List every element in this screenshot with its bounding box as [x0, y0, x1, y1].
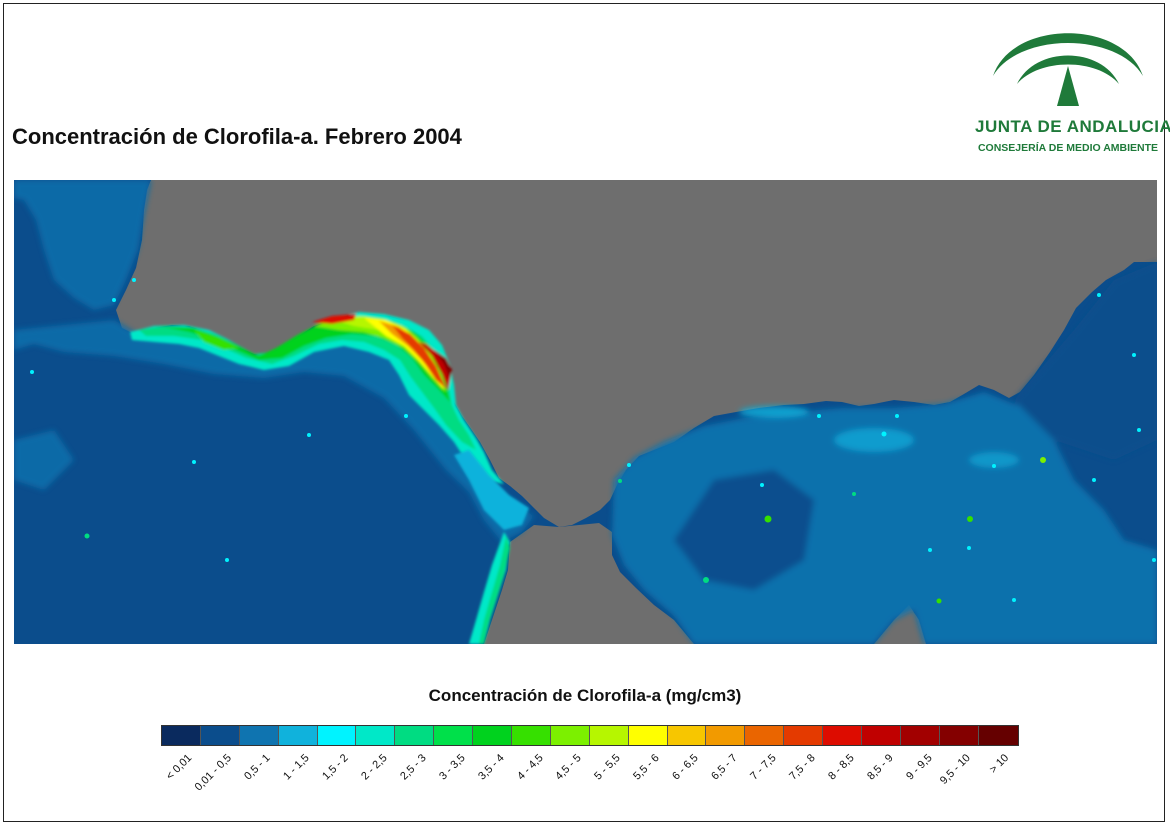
legend-swatch [667, 726, 707, 745]
legend-swatch [978, 726, 1018, 745]
legend-swatch [395, 726, 435, 745]
legend-swatch [939, 726, 979, 745]
junta-logo: JUNTA DE ANDALUCIA CONSEJERÍA DE MEDIO A… [975, 14, 1170, 159]
junta-arch-icon [993, 33, 1143, 106]
land-mass-africa-east [874, 605, 926, 644]
land-mass-africa [484, 523, 694, 644]
legend-swatch [900, 726, 940, 745]
logo-subtitle: CONSEJERÍA DE MEDIO AMBIENTE [977, 142, 1159, 154]
land-mass [116, 180, 1157, 527]
legend-swatch [473, 726, 513, 745]
legend-swatch [823, 726, 863, 745]
legend-swatch [784, 726, 824, 745]
legend-swatch [356, 726, 396, 745]
legend-swatch [239, 726, 279, 745]
legend-swatch [162, 726, 201, 745]
legend-swatch [745, 726, 785, 745]
colorbar [161, 725, 1019, 746]
legend-swatch [550, 726, 590, 745]
legend-swatch [434, 726, 474, 745]
legend-swatch [317, 726, 357, 745]
logo-name: JUNTA DE ANDALUCIA [975, 117, 1170, 136]
legend-swatch [512, 726, 551, 745]
legend-swatch [278, 726, 318, 745]
chlorophyll-map [14, 180, 1157, 644]
legend-swatch [589, 726, 629, 745]
legend-title: Concentración de Clorofila-a (mg/cm3) [428, 686, 742, 705]
chlorophyll-hotspots [30, 278, 1156, 604]
legend-swatch [628, 726, 668, 745]
legend-swatch [706, 726, 746, 745]
legend-swatch [862, 726, 901, 745]
page-title: Concentración de Clorofila-a. Febrero 20… [12, 124, 462, 149]
legend-swatch [200, 726, 240, 745]
